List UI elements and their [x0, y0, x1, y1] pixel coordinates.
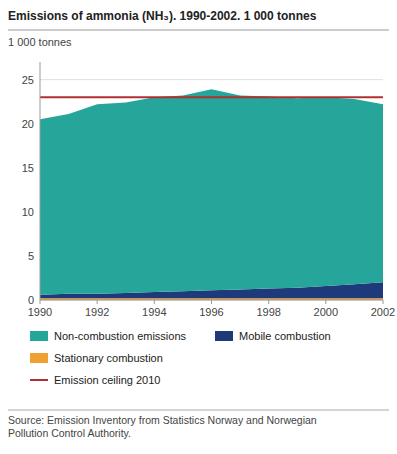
- legend-swatch: [215, 331, 233, 341]
- legend-label: Emission ceiling 2010: [54, 374, 160, 386]
- source-line: Source: Emission Inventory from Statisti…: [8, 414, 317, 426]
- x-tick: [211, 300, 212, 304]
- x-tick-label: 2002: [371, 306, 395, 318]
- x-tick: [40, 300, 41, 304]
- y-tick-label: 5: [28, 250, 34, 262]
- x-tick: [154, 300, 155, 304]
- title: Emissions of ammonia (NH₃). 1990-2002. 1…: [8, 9, 317, 23]
- x-tick-label: 1992: [85, 306, 109, 318]
- legend-label: Mobile combustion: [239, 330, 331, 342]
- x-tick-label: 1998: [256, 306, 280, 318]
- area: [40, 89, 383, 294]
- x-tick-label: 1996: [199, 306, 223, 318]
- legend-swatch: [30, 379, 48, 381]
- chart: Emissions of ammonia (NH₃). 1990-2002. 1…: [0, 0, 397, 454]
- y-tick-label: 25: [22, 74, 34, 86]
- x-tick-label: 1994: [142, 306, 166, 318]
- x-tick: [383, 300, 384, 304]
- legend-label: Non-combustion emissions: [54, 330, 187, 342]
- title-rule: [8, 30, 389, 31]
- legend-label: Stationary combustion: [54, 352, 163, 364]
- area: [40, 298, 383, 300]
- y-tick-label: 0: [28, 294, 34, 306]
- grid-line: [40, 79, 383, 80]
- legend: Non-combustion emissions Mobile combustio…: [30, 330, 331, 386]
- x-tick-label: 2000: [314, 306, 338, 318]
- source-rule: [8, 410, 389, 411]
- x-tick: [268, 300, 269, 304]
- source: Source: Emission Inventory from Statisti…: [8, 414, 317, 439]
- y-tick-label: 10: [22, 206, 34, 218]
- legend-swatch: [30, 331, 48, 341]
- legend-swatch: [30, 353, 48, 363]
- y-label: 1 000 tonnes: [8, 36, 72, 48]
- y-axis: [40, 62, 41, 300]
- ceiling-line: [40, 96, 383, 98]
- x-tick: [97, 300, 98, 304]
- x-tick: [325, 300, 326, 304]
- y-tick-label: 15: [22, 162, 34, 174]
- source-line: Pollution Control Authority.: [8, 427, 131, 439]
- plot-area: [40, 89, 383, 300]
- x-tick-label: 1990: [28, 306, 52, 318]
- y-tick-label: 20: [22, 118, 34, 130]
